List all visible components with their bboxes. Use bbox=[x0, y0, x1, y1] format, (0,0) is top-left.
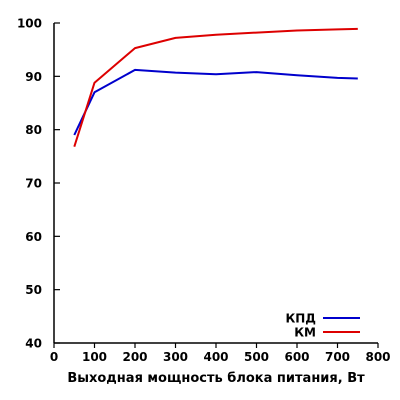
legend-label-1: КПД bbox=[285, 312, 316, 326]
x-tick-label: 0 bbox=[50, 350, 58, 364]
x-tick-label: 500 bbox=[244, 350, 269, 364]
y-tick-label: 40 bbox=[25, 337, 42, 351]
x-tick-label: 800 bbox=[365, 350, 390, 364]
x-tick-label: 700 bbox=[325, 350, 350, 364]
x-tick-label: 600 bbox=[284, 350, 309, 364]
y-tick-label: 60 bbox=[25, 230, 42, 244]
series-line-1 bbox=[73, 68, 358, 136]
x-tick-label: 300 bbox=[163, 350, 188, 364]
y-tick-label: 70 bbox=[25, 177, 42, 191]
y-tick-label: 90 bbox=[25, 70, 42, 84]
y-tick-label: 80 bbox=[25, 123, 42, 137]
axes bbox=[53, 22, 379, 348]
x-axis-title: Выходная мощность блока питания, Вт bbox=[67, 371, 365, 386]
series-lines bbox=[73, 27, 358, 148]
x-tick-label: 100 bbox=[82, 350, 107, 364]
legend-label-2: КМ bbox=[294, 326, 316, 340]
x-tick-label: 400 bbox=[203, 350, 228, 364]
x-tick-label: 200 bbox=[122, 350, 147, 364]
y-tick-label: 50 bbox=[25, 283, 42, 297]
y-tick-label: 100 bbox=[17, 17, 42, 31]
tick-labels: 0 100 200 300 400 500 600 700 800 40 50 60 70 80 90 100 bbox=[17, 17, 391, 365]
series-line-2 bbox=[73, 27, 358, 148]
